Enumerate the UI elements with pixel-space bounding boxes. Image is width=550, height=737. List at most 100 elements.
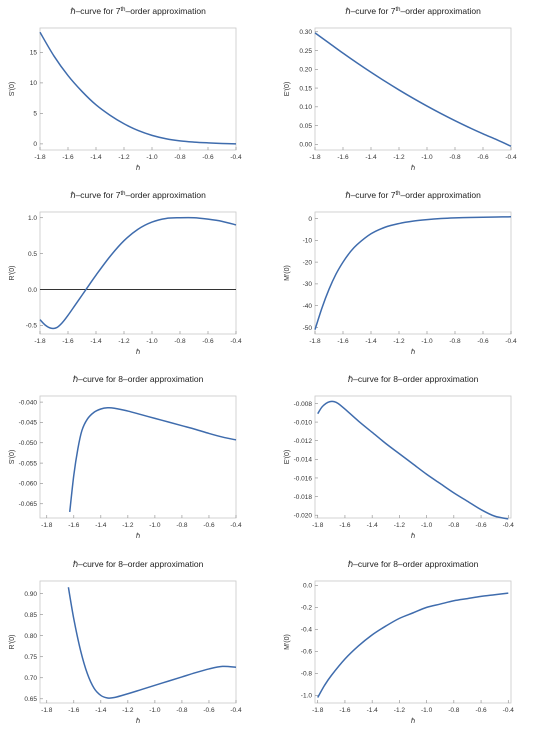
x-tick-label: -0.8 — [448, 522, 460, 529]
x-tick-label: -1.0 — [421, 154, 433, 161]
x-axis-label: ℏ — [136, 348, 141, 356]
y-tick-label: 15 — [30, 50, 38, 57]
x-tick-label: -1.4 — [90, 338, 102, 345]
y-tick-label: -0.010 — [294, 419, 313, 426]
y-tick-label: 0.65 — [24, 696, 37, 703]
y-tick-label: -0.018 — [294, 494, 313, 501]
plot-frame — [39, 27, 237, 151]
y-tick-label: 0.75 — [24, 654, 37, 661]
x-tick-label: -1.0 — [421, 522, 433, 529]
chart-panel-5: ℏ–curve for 8–order approximation -1.8 -1.… — [0, 368, 275, 552]
x-tick-label: -0.8 — [449, 154, 461, 161]
y-tick-label: -10 — [303, 238, 313, 245]
x-tick-label: -1.6 — [337, 154, 349, 161]
y-tick-label: 0.20 — [299, 67, 312, 74]
y-tick-label: 0.5 — [28, 251, 37, 258]
series-line — [314, 216, 512, 330]
chart-svg: ℏ–curve for 7th–order approximation -1.8 -… — [9, 6, 242, 172]
chart-svg: ℏ–curve for 8–order approximation -1.8 -1.… — [284, 559, 514, 725]
y-tick-label: -0.065 — [19, 501, 38, 508]
chart-panel-4: ℏ–curve for 7th–order approximation -1.8 -… — [275, 184, 550, 368]
y-tick-label: 0.85 — [24, 612, 37, 619]
x-tick-label: -0.4 — [230, 338, 242, 345]
x-tick-label: -0.4 — [230, 154, 242, 161]
x-tick-label: -1.8 — [312, 707, 324, 714]
y-tick-label: -20 — [303, 259, 313, 266]
series-line — [314, 32, 512, 147]
y-tick-label: 0.10 — [299, 104, 312, 111]
x-tick-label: -0.6 — [475, 522, 487, 529]
y-axis-label: E'(0) — [284, 82, 291, 97]
x-tick-label: -1.2 — [393, 154, 405, 161]
y-axis-label: M'(0) — [284, 634, 291, 650]
y-tick-label: -0.008 — [294, 401, 313, 408]
x-tick-label: -1.6 — [68, 522, 80, 529]
y-tick-label: -0.060 — [19, 481, 38, 488]
y-tick-label: -0.016 — [294, 475, 313, 482]
x-tick-label: -0.6 — [477, 154, 489, 161]
x-tick-label: -1.2 — [394, 522, 406, 529]
y-tick-label: -0.020 — [294, 513, 313, 520]
x-tick-label: -1.4 — [95, 707, 107, 714]
y-tick-label: 0.0 — [303, 583, 312, 590]
x-tick-label: -1.8 — [34, 154, 46, 161]
x-tick-label: -0.4 — [503, 522, 515, 529]
x-tick-label: -0.8 — [449, 338, 461, 345]
x-tick-label: -1.2 — [394, 707, 406, 714]
y-tick-label: -1.0 — [301, 693, 313, 700]
y-tick-label: -0.8 — [301, 671, 313, 678]
x-tick-label: -1.0 — [149, 522, 161, 529]
y-tick-label: -40 — [303, 303, 313, 310]
x-tick-label: -0.8 — [448, 707, 460, 714]
x-tick-label: -0.6 — [202, 154, 214, 161]
x-tick-label: -1.4 — [365, 154, 377, 161]
y-tick-label: -0.045 — [19, 420, 38, 427]
y-tick-label: -0.2 — [301, 605, 313, 612]
y-tick-label: 0.00 — [299, 142, 312, 149]
x-tick-label: -1.8 — [309, 154, 321, 161]
x-tick-label: -1.4 — [367, 522, 379, 529]
series-line — [68, 406, 237, 512]
x-axis-label: ℏ — [136, 532, 141, 540]
x-tick-label: -1.6 — [68, 707, 80, 714]
x-tick-label: -1.8 — [34, 338, 46, 345]
y-axis-label: S'(0) — [9, 450, 16, 465]
y-tick-label: -0.014 — [294, 457, 313, 464]
y-axis-label: S'(0) — [9, 82, 16, 97]
plot-frame — [314, 580, 512, 704]
plot-frame — [314, 395, 512, 519]
chart-panel-6: ℏ–curve for 8–order approximation -1.8 -1.… — [275, 368, 550, 552]
y-tick-label: -0.040 — [19, 399, 38, 406]
x-tick-label: -0.8 — [174, 338, 186, 345]
y-tick-label: 0.70 — [24, 675, 37, 682]
chart-panel-7: ℏ–curve for 8–order approximation -1.8 -1.… — [0, 553, 275, 737]
x-tick-label: -1.4 — [365, 338, 377, 345]
x-tick-label: -1.4 — [90, 154, 102, 161]
x-tick-label: -1.2 — [122, 707, 134, 714]
chart-panel-3: ℏ–curve for 7th–order approximation -1.8 -… — [0, 184, 275, 368]
x-tick-label: -1.2 — [118, 154, 130, 161]
x-tick-label: -0.4 — [505, 338, 517, 345]
x-tick-label: -0.6 — [202, 338, 214, 345]
chart-panel-2: ℏ–curve for 7th–order approximation -1.8 -… — [275, 0, 550, 184]
chart-title: ℏ–curve for 7th–order approximation — [70, 6, 206, 16]
x-tick-label: -0.4 — [230, 522, 242, 529]
chart-title: ℏ–curve for 8–order approximation — [348, 559, 479, 569]
chart-title: ℏ–curve for 7th–order approximation — [345, 6, 481, 16]
x-tick-label: -1.2 — [393, 338, 405, 345]
x-tick-label: -0.4 — [230, 707, 242, 714]
chart-panel-1: ℏ–curve for 7th–order approximation -1.8 -… — [0, 0, 275, 184]
y-tick-label: 0.30 — [299, 29, 312, 36]
x-tick-label: -1.0 — [149, 707, 161, 714]
x-tick-label: -1.0 — [146, 154, 158, 161]
y-tick-label: 0.15 — [299, 85, 312, 92]
x-tick-label: -1.2 — [118, 338, 130, 345]
y-axis-label: R'(0) — [9, 266, 16, 281]
y-tick-label: 5 — [33, 111, 37, 118]
chart-title: ℏ–curve for 8–order approximation — [73, 374, 204, 384]
x-tick-label: -1.6 — [339, 522, 351, 529]
chart-svg: ℏ–curve for 8–order approximation -1.8 -1.… — [9, 374, 242, 540]
y-tick-label: -30 — [303, 281, 313, 288]
chart-title: ℏ–curve for 8–order approximation — [348, 374, 479, 384]
chart-svg: ℏ–curve for 7th–order approximation -1.8 -… — [9, 190, 242, 356]
